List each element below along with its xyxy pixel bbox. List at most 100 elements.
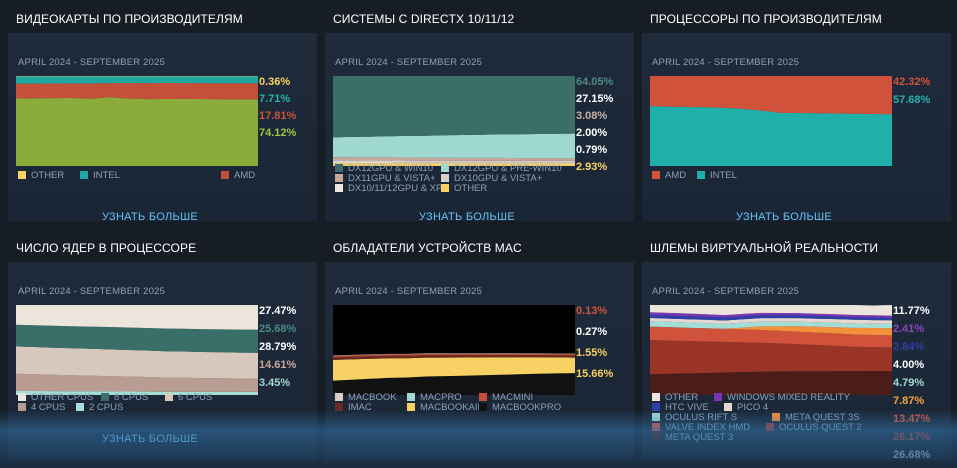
- legend-item-dx10gpu-vista: DX10GPU & VISTA+: [441, 173, 542, 184]
- legend-item-macmini: MACMINI: [479, 392, 533, 403]
- area-series-macpro: [333, 353, 575, 356]
- learn-more-link[interactable]: УЗНАТЬ БОЛЬШЕ: [418, 211, 516, 221]
- legend-label: INTEL: [710, 170, 737, 181]
- area-chart: [16, 76, 258, 166]
- legend-item-dx11gpu-vista: DX11GPU & VISTA+: [335, 173, 436, 184]
- value-label: 11.77%: [893, 305, 930, 317]
- legend-swatch: [479, 403, 487, 411]
- area-series-dx12gpu-pre-win10: [333, 133, 575, 159]
- legend-swatch: [724, 403, 732, 411]
- value-label: 0.79%: [576, 144, 608, 156]
- legend-item-meta-quest-3: META QUEST 3: [652, 432, 733, 443]
- area-series-pico-4: [650, 318, 892, 324]
- legend-label: 8 CPUS: [114, 392, 149, 403]
- panel-body: APRIL 2024 - SEPTEMBER 2025 11.77% 2.41% 2…: [642, 262, 951, 460]
- area-chart: [650, 76, 892, 166]
- legend-item-amd: AMD: [652, 170, 686, 181]
- value-label: 0.13%: [576, 305, 608, 317]
- legend-swatch: [335, 174, 343, 182]
- learn-more-link[interactable]: УЗНАТЬ БОЛЬШЕ: [735, 211, 833, 221]
- area-chart: [333, 305, 575, 395]
- area-series-nvidia: [16, 97, 258, 166]
- value-label: 4.00%: [893, 359, 925, 371]
- legend-item-amd: AMD: [221, 170, 255, 181]
- area-series-meta-quest-3s: [650, 326, 892, 336]
- legend-item-oculus-quest-2: OCULUS QUEST 2: [766, 422, 862, 433]
- legend-item-macbook: MACBOOK: [335, 392, 397, 403]
- value-label: 26.68%: [893, 449, 931, 460]
- area-series-valve-index-hmd: [650, 326, 892, 348]
- value-label: 2.84%: [893, 341, 925, 353]
- panel-title: ВИДЕОКАРТЫ ПО ПРОИЗВОДИТЕЛЯМ: [8, 6, 317, 33]
- legend-swatch: [441, 174, 449, 182]
- area-series-other: [650, 305, 892, 316]
- legend-swatch: [335, 164, 343, 172]
- legend-item-other: OTHER: [18, 170, 64, 181]
- legend-item-pico-4: PICO 4: [724, 402, 768, 413]
- area-series-macmini: [333, 353, 575, 358]
- learn-more-link[interactable]: УЗНАТЬ БОЛЬШЕ: [101, 211, 199, 221]
- legend-swatch: [766, 423, 774, 431]
- legend-swatch: [18, 393, 26, 401]
- legend-label: PICO 4: [737, 402, 769, 413]
- legend-label: INTEL: [93, 170, 120, 181]
- area-series-oculus-rift-s: [650, 321, 892, 329]
- legend-label: HTC VIVE: [665, 402, 709, 413]
- area-series-dx12gpu-win10: [333, 76, 575, 138]
- area-series-other: [333, 163, 575, 166]
- legend-label: AMD: [665, 170, 687, 181]
- learn-more-link[interactable]: УЗНАТЬ БОЛЬШЕ: [101, 433, 199, 445]
- value-label: 15.66%: [576, 368, 614, 380]
- legend-swatch: [407, 393, 415, 401]
- panel-mac-devices: ОБЛАДАТЕЛИ УСТРОЙСТВ MAC APRIL 2024 - SE…: [325, 235, 634, 460]
- area-series-6-cpus: [16, 346, 258, 379]
- legend-item-macpro: MACPRO: [407, 392, 462, 403]
- area-series-2-cpus: [16, 391, 258, 395]
- legend-item-htc-vive: HTC VIVE: [652, 402, 709, 413]
- panel-title: ЧИСЛО ЯДЕР В ПРОЦЕССОРЕ: [8, 235, 317, 262]
- area-series-imac: [333, 355, 575, 360]
- legend-item-2-cpus: 2 CPUS: [76, 402, 123, 413]
- value-label: 28.79%: [259, 341, 297, 353]
- value-label: 57.68%: [893, 94, 931, 106]
- legend-swatch: [652, 403, 660, 411]
- legend-item-windows-mixed-reality: WINDOWS MIXED REALITY: [714, 392, 850, 403]
- legend-label: MACMINI: [492, 392, 534, 403]
- value-label: 4.79%: [893, 377, 925, 389]
- legend-item-dx12gpu-pre-win10: DX12GPU & PRE-WIN10: [441, 163, 562, 174]
- legend-label: 6 CPUS: [178, 392, 213, 403]
- legend-label: OCULUS QUEST 2: [779, 422, 862, 433]
- legend-label: IMAC: [348, 402, 372, 413]
- legend-label: MACBOOKAIR: [420, 402, 485, 413]
- date-range: APRIL 2024 - SEPTEMBER 2025: [652, 57, 800, 68]
- legend-swatch: [652, 171, 660, 179]
- area-series-oculus-quest-2: [650, 340, 892, 375]
- area-chart: [16, 305, 258, 395]
- legend-item-6-cpus: 6 CPUS: [165, 392, 212, 403]
- legend-label: DX10/11/12GPU & XP: [348, 183, 443, 194]
- value-label: 0.27%: [576, 326, 608, 338]
- value-label: 64.05%: [576, 76, 614, 88]
- value-label: 7.87%: [893, 395, 925, 407]
- date-range: APRIL 2024 - SEPTEMBER 2025: [18, 286, 166, 297]
- legend-swatch: [652, 413, 660, 421]
- legend-label: OTHER: [454, 183, 488, 194]
- date-range: APRIL 2024 - SEPTEMBER 2025: [335, 286, 483, 297]
- panel-body: APRIL 2024 - SEPTEMBER 2025 42.32% 57.68%…: [642, 33, 951, 221]
- legend-item-macbookpro: MACBOOKPRO: [479, 402, 561, 413]
- legend-label: DX11GPU & VISTA+: [348, 173, 436, 184]
- area-series-meta-quest-3: [650, 371, 892, 395]
- area-chart: [333, 76, 575, 166]
- legend-swatch: [18, 171, 26, 179]
- panel-body: APRIL 2024 - SEPTEMBER 2025 64.05% 27.15%…: [325, 33, 634, 221]
- value-label: 1.55%: [576, 347, 608, 359]
- legend-item-dx10-11-12gpu-xp: DX10/11/12GPU & XP: [335, 183, 442, 194]
- legend-swatch: [18, 403, 26, 411]
- legend-item-intel: INTEL: [697, 170, 737, 181]
- value-label: 17.81%: [259, 110, 297, 122]
- legend-swatch: [652, 433, 660, 441]
- legend-swatch: [772, 413, 780, 421]
- legend-item-other-cpus: OTHER CPUS: [18, 392, 93, 403]
- legend-label: 4 CPUS: [31, 402, 66, 413]
- legend-label: MACBOOKPRO: [492, 402, 562, 413]
